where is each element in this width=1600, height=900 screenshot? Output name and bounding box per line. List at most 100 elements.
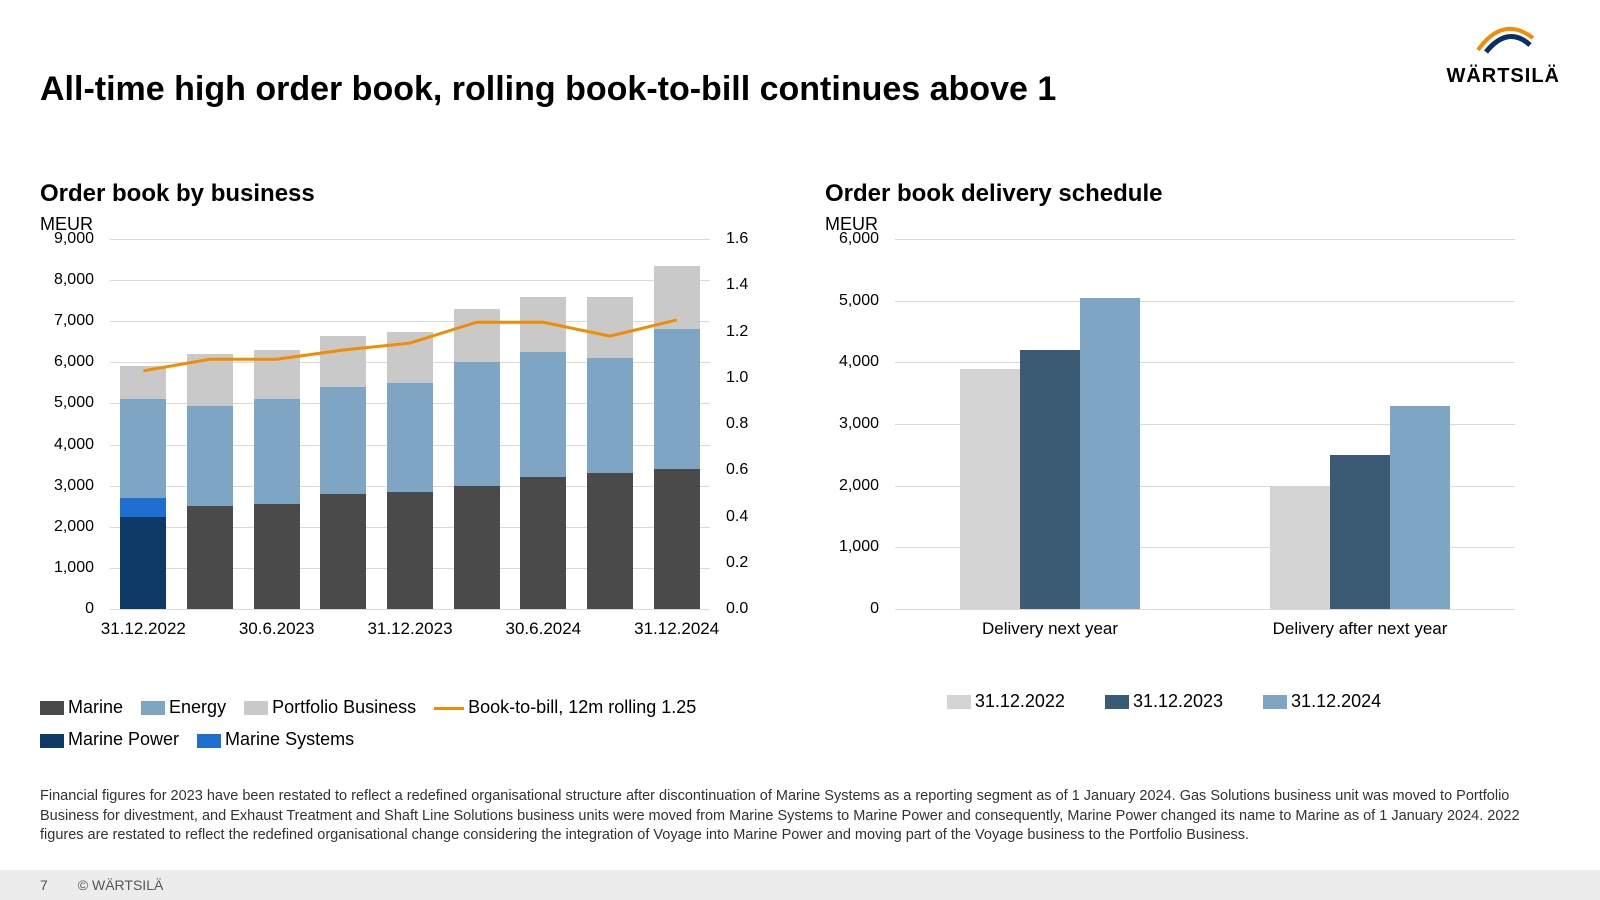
chart1-bar-segment: [454, 309, 500, 362]
chart1-bar-segment: [520, 352, 566, 477]
footer-copyright: © WÄRTSILÄ: [78, 877, 164, 893]
legend-label: 31.12.2024: [1291, 691, 1381, 711]
chart1-bar-segment: [654, 329, 700, 469]
chart1-bar-segment: [120, 366, 166, 399]
legend-line-swatch: [434, 707, 464, 710]
chart1-bar-segment: [587, 358, 633, 473]
logo-text: WÄRTSILÄ: [1446, 65, 1560, 88]
chart1-ytick-left: 0: [85, 600, 94, 618]
chart1-xaxis-label: 31.12.2022: [101, 619, 186, 639]
chart2-xaxis: Delivery next year Delivery after next ye…: [895, 619, 1515, 641]
chart2-title: Order book delivery schedule: [825, 180, 1525, 208]
legend-label: Portfolio Business: [272, 697, 416, 717]
chart1-ytick-right: 0.8: [726, 415, 748, 433]
chart2-ytick: 4,000: [839, 353, 879, 371]
legend-label: 31.12.2022: [975, 691, 1065, 711]
chart1-bar-segment: [120, 399, 166, 498]
chart2-xaxis-label: Delivery next year: [982, 619, 1118, 639]
chart2-unit: MEUR: [825, 214, 1525, 235]
chart1-ytick-left: 5,000: [54, 394, 94, 412]
chart2-ytick: 0: [870, 600, 879, 618]
chart1-bar-segment: [187, 354, 233, 405]
chart1-xaxis: 31.12.202230.6.202331.12.202330.6.202431…: [110, 619, 710, 641]
chart1-gridline: [110, 609, 710, 610]
chart1-bar-segment: [187, 406, 233, 507]
chart2-bar: [1330, 455, 1390, 609]
chart2-gridline: [895, 301, 1515, 302]
legend-swatch: [1105, 695, 1129, 709]
chart2-gridline: [895, 362, 1515, 363]
chart1-bar-segment: [587, 473, 633, 609]
chart2-xaxis-label: Delivery after next year: [1273, 619, 1448, 639]
chart2-bar: [1390, 406, 1450, 610]
chart2-gridline: [895, 609, 1515, 610]
chart2-gridline: [895, 239, 1515, 240]
chart1-xaxis-label: 30.6.2024: [506, 619, 582, 639]
chart1-bar-segment: [387, 492, 433, 609]
chart1-ytick-right: 1.2: [726, 323, 748, 341]
slide-footer: 7 © WÄRTSILÄ: [0, 870, 1600, 900]
chart2-ytick: 3,000: [839, 415, 879, 433]
footnote-text: Financial figures for 2023 have been res…: [40, 787, 1560, 846]
chart1-bar-segment: [320, 336, 366, 387]
legend-swatch: [141, 701, 165, 715]
chart2-ytick: 6,000: [839, 230, 879, 248]
chart1-bar-segment: [520, 297, 566, 353]
chart1-xaxis-label: 31.12.2024: [634, 619, 719, 639]
chart1-legend: MarineEnergyPortfolio BusinessBook-to-bi…: [40, 691, 760, 756]
chart1-bar-segment: [187, 506, 233, 609]
chart-delivery-schedule: Order book delivery schedule MEUR 0 1,000…: [825, 180, 1525, 712]
chart1-yaxis-left: 01,0002,0003,0004,0005,0006,0007,0008,00…: [40, 239, 100, 609]
chart1-bar-segment: [254, 504, 300, 609]
chart2-ytick: 5,000: [839, 292, 879, 310]
chart1-bar-segment: [454, 486, 500, 609]
chart1-bar-segment: [320, 494, 366, 609]
chart2-yaxis-left: 01,0002,0003,0004,0005,0006,000: [825, 239, 885, 609]
chart1-plot-area: [110, 239, 710, 609]
legend-swatch: [244, 701, 268, 715]
chart1-bar-segment: [654, 469, 700, 609]
chart1-ytick-right: 1.6: [726, 230, 748, 248]
chart1-unit: MEUR: [40, 214, 760, 235]
chart1-xaxis-label: 30.6.2023: [239, 619, 315, 639]
chart2-bar: [1020, 350, 1080, 609]
chart2-plot-area: [895, 239, 1515, 609]
legend-label: Book-to-bill, 12m rolling 1.25: [468, 697, 696, 717]
chart2-ytick: 1,000: [839, 538, 879, 556]
chart1-bar-segment: [120, 498, 166, 517]
chart1-bar-segment: [120, 517, 166, 610]
chart1-bar-segment: [320, 387, 366, 494]
chart1-ytick-right: 1.4: [726, 276, 748, 294]
legend-label: Energy: [169, 697, 226, 717]
chart2-bar: [1270, 486, 1330, 609]
chart1-bar-segment: [654, 266, 700, 330]
chart1-ytick-left: 9,000: [54, 230, 94, 248]
chart1-bar-segment: [520, 477, 566, 609]
chart1-bar-segment: [387, 383, 433, 492]
chart1-ytick-left: 8,000: [54, 271, 94, 289]
company-logo: WÄRTSILÄ: [1446, 20, 1560, 88]
chart1-bar-segment: [454, 362, 500, 485]
chart1-ytick-left: 6,000: [54, 353, 94, 371]
chart1-ytick-right: 0.4: [726, 508, 748, 526]
legend-label: Marine Systems: [225, 729, 354, 749]
legend-swatch: [197, 734, 221, 748]
page-title: All-time high order book, rolling book-t…: [40, 70, 1056, 109]
chart2-plot: 01,0002,0003,0004,0005,0006,000 Delivery…: [825, 239, 1525, 639]
legend-swatch: [40, 734, 64, 748]
chart1-ytick-right: 0.0: [726, 600, 748, 618]
chart2-bar: [960, 369, 1020, 610]
page-number: 7: [40, 877, 48, 893]
chart2-legend: 31.12.2022 31.12.2023 31.12.2024: [825, 691, 1525, 712]
chart1-bar-segment: [587, 297, 633, 359]
chart1-ytick-left: 7,000: [54, 312, 94, 330]
logo-swoosh-icon: [1458, 20, 1548, 60]
chart2-ytick: 2,000: [839, 477, 879, 495]
chart1-title: Order book by business: [40, 180, 760, 208]
chart1-bar-segment: [254, 399, 300, 504]
chart1-ytick-left: 1,000: [54, 559, 94, 577]
chart2-bar: [1080, 298, 1140, 609]
chart1-bar-segment: [254, 350, 300, 399]
chart1-ytick-left: 4,000: [54, 436, 94, 454]
legend-label: 31.12.2023: [1133, 691, 1223, 711]
